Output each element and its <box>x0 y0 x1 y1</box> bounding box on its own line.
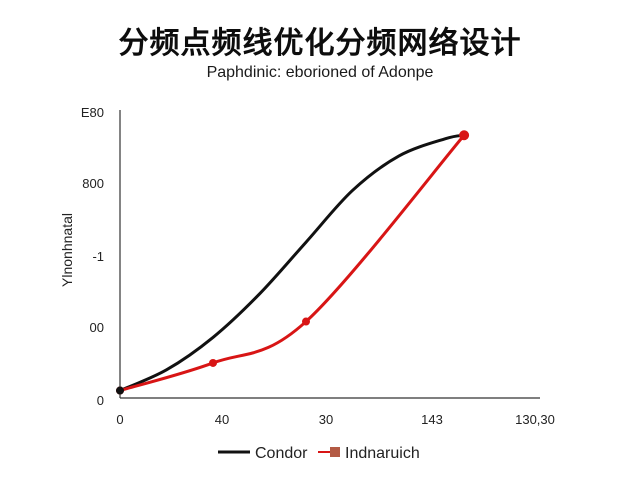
y-tick-label: E80 <box>81 105 104 120</box>
series-point <box>302 317 310 326</box>
y-tick-label: 0 <box>97 393 104 408</box>
series-point <box>209 358 217 367</box>
series-layer <box>116 130 470 395</box>
chart-subtitle: Paphdinic: eborioned of Adonpe <box>206 64 434 81</box>
legend-label: Condor <box>255 445 308 462</box>
x-tick-label: 40 <box>215 412 229 427</box>
axes <box>119 110 540 399</box>
y-tick-label: 00 <box>90 320 104 335</box>
series-point <box>459 130 470 141</box>
y-tick-label: 800 <box>82 176 104 191</box>
legend-label: Indnaruich <box>345 445 420 462</box>
y-axis-label: Ylnonhnatal <box>59 213 75 287</box>
x-tick-label: 143 <box>421 412 443 427</box>
x-tick-labels: 0 40 30 143 130,30 <box>116 412 555 427</box>
x-tick-label: 30 <box>319 412 333 427</box>
legend: Condor Indnaruich <box>218 445 420 462</box>
series-line-0 <box>118 133 466 393</box>
series-line-1 <box>118 133 466 393</box>
x-tick-label: 0 <box>116 412 123 427</box>
y-tick-label: -1 <box>92 249 104 264</box>
x-tick-label: 130,30 <box>515 412 555 427</box>
legend-swatch <box>330 447 340 457</box>
origin-point <box>116 386 124 395</box>
chart-title: 分频点频线优化分频网络设计 <box>118 26 522 61</box>
